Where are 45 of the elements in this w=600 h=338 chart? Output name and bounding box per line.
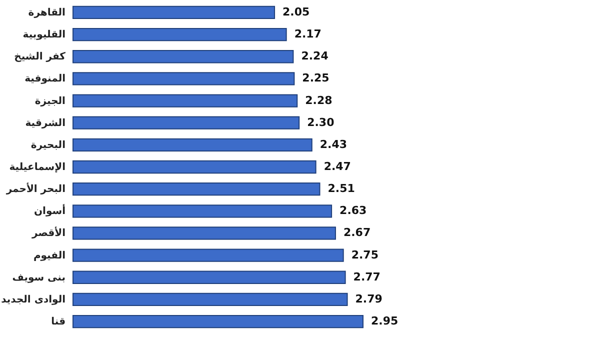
- y-tick-label: الجيزة: [34, 96, 66, 107]
- y-tick-label: أسوان: [34, 204, 66, 218]
- data-label: 2.30: [307, 116, 335, 129]
- y-tick-label: الوادى الجديد: [1, 294, 66, 306]
- bar: [72, 292, 348, 306]
- bar: [72, 94, 298, 108]
- data-label: 2.43: [320, 138, 348, 151]
- y-tick-label: القاهرة: [28, 7, 66, 18]
- bar: [72, 138, 312, 152]
- data-label: 2.24: [301, 50, 329, 63]
- bar: [72, 314, 364, 328]
- y-tick-label: الأقصر: [31, 226, 66, 240]
- y-tick-label: الإسماعيلية: [9, 162, 66, 173]
- data-label: 2.25: [302, 72, 330, 85]
- y-tick-label: بنى سويف: [12, 272, 66, 284]
- data-label: 2.75: [351, 248, 378, 262]
- bar: [72, 116, 300, 130]
- y-tick-label: المنوفية: [24, 74, 66, 85]
- y-tick-label: القليوبية: [22, 30, 66, 41]
- bar: [72, 270, 346, 284]
- bar: [72, 248, 344, 262]
- data-label: 2.63: [340, 204, 367, 218]
- bar: [72, 204, 332, 218]
- data-label: 2.28: [305, 94, 332, 107]
- bar: [72, 182, 320, 196]
- data-label: 2.95: [371, 314, 398, 328]
- y-tick-label: الشرقية: [25, 118, 66, 129]
- y-tick-label: قنا: [51, 316, 66, 328]
- data-label: 2.17: [294, 28, 322, 41]
- data-label: 2.79: [355, 292, 382, 306]
- data-label: 2.67: [343, 226, 371, 240]
- bar: [72, 226, 336, 240]
- bar: [72, 72, 295, 86]
- bar: [72, 50, 294, 64]
- bar: [72, 6, 276, 20]
- data-label: 2.77: [353, 270, 380, 284]
- data-label: 2.51: [328, 182, 355, 196]
- y-tick-label: الفيوم: [33, 250, 66, 262]
- data-label: 2.47: [324, 160, 351, 173]
- y-tick-label: كفر الشيخ: [14, 52, 66, 63]
- y-tick-label: البحر الأحمر: [5, 182, 66, 196]
- y-tick-label: البحيرة: [30, 140, 66, 151]
- bar: [72, 28, 287, 42]
- data-label: 2.05: [282, 5, 310, 18]
- bar: [72, 160, 316, 174]
